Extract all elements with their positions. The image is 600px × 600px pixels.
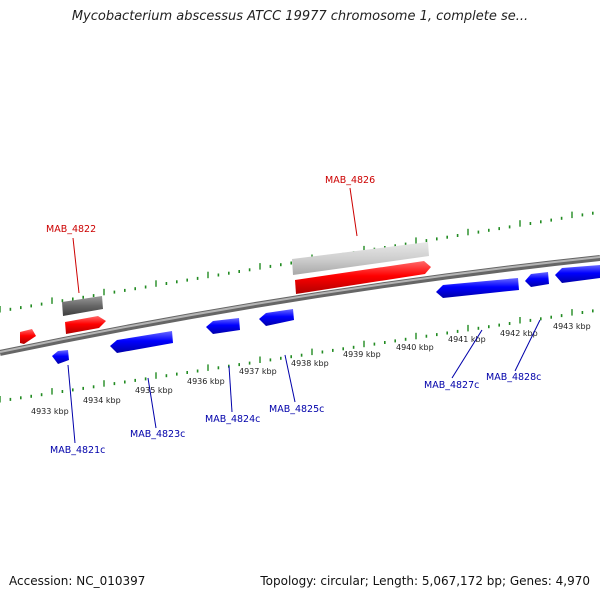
gene-label-mab-4823c[interactable]: MAB_4823c xyxy=(130,429,185,440)
gene-feature-gray[interactable] xyxy=(62,296,103,316)
forward-tick-row xyxy=(0,211,594,313)
scale-label: 4934 kbp xyxy=(83,396,121,405)
gene-label-mab-4827c[interactable]: MAB_4827c xyxy=(424,380,479,391)
gene-arrow-mab-4826[interactable] xyxy=(295,261,431,294)
gene-arrow-mab-4827c[interactable] xyxy=(436,278,519,298)
scale-label: 4937 kbp xyxy=(239,367,277,376)
scale-label: 4935 kbp xyxy=(135,386,173,395)
gene-labels: MAB_4822 MAB_4826 MAB_4821c MAB_4823c MA… xyxy=(46,175,541,456)
gene-label-mab-4822[interactable]: MAB_4822 xyxy=(46,224,96,235)
gene-label-mab-4821c[interactable]: MAB_4821c xyxy=(50,445,105,456)
scale-label: 4939 kbp xyxy=(343,350,381,359)
scale-label: 4940 kbp xyxy=(396,343,434,352)
gene-arrow-mab-4823c[interactable] xyxy=(110,331,173,353)
reverse-genes xyxy=(52,265,600,364)
scale-label: 4938 kbp xyxy=(291,359,329,368)
topology-summary: Topology: circular; Length: 5,067,172 bp… xyxy=(260,574,590,588)
scale-label: 4933 kbp xyxy=(31,407,69,416)
reverse-tick-row xyxy=(0,309,594,403)
map-title: Mycobacterium abscessus ATCC 19977 chrom… xyxy=(71,9,529,24)
gene-feature-light[interactable] xyxy=(292,242,429,275)
gene-arrow-mab-4822[interactable] xyxy=(65,316,106,334)
gene-arrow-mab-4828c[interactable] xyxy=(525,272,549,287)
gene-label-mab-4828c[interactable]: MAB_4828c xyxy=(486,372,541,383)
gene-label-mab-4824c[interactable]: MAB_4824c xyxy=(205,414,260,425)
scale-label: 4936 kbp xyxy=(187,377,225,386)
scale-label: 4943 kbp xyxy=(553,322,591,331)
gene-label-mab-4826[interactable]: MAB_4826 xyxy=(325,175,375,186)
gene-arrow-mab-4821c[interactable] xyxy=(52,350,69,364)
scale-label: 4942 kbp xyxy=(500,329,538,338)
gene-arrow-forward[interactable] xyxy=(20,329,36,344)
chromosome-backbone-highlight xyxy=(0,256,600,353)
gene-label-mab-4825c[interactable]: MAB_4825c xyxy=(269,404,324,415)
scale-label: 4941 kbp xyxy=(448,335,486,344)
scale-labels: 4933 kbp 4934 kbp 4935 kbp 4936 kbp 4937… xyxy=(31,322,591,416)
gene-label-leaders xyxy=(67,187,541,444)
gene-arrow-reverse-edge[interactable] xyxy=(555,265,600,283)
forward-genes xyxy=(20,242,431,344)
accession-text: Accession: NC_010397 xyxy=(9,574,146,588)
gene-arrow-mab-4824c[interactable] xyxy=(206,318,240,334)
gene-arrow-mab-4825c[interactable] xyxy=(259,309,294,326)
